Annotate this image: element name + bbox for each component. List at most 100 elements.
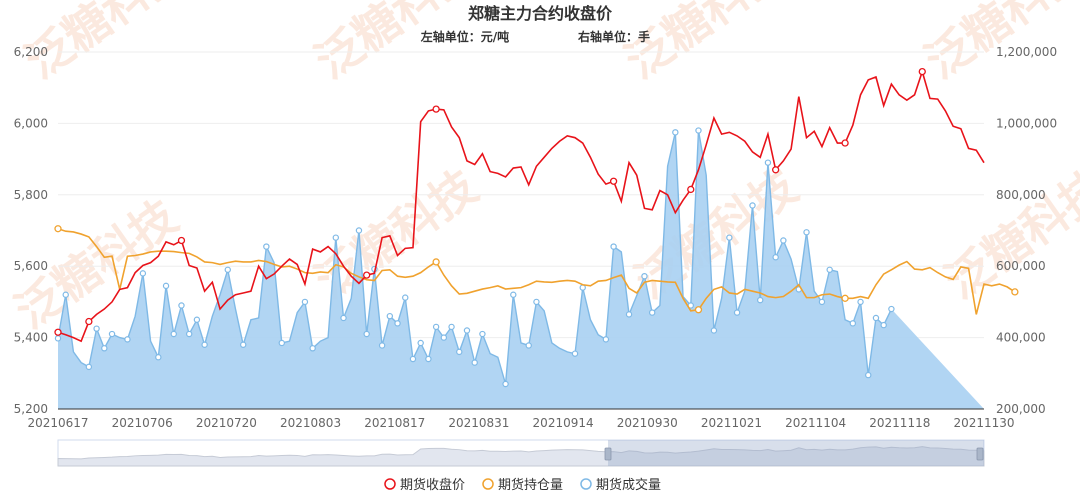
datazoom-slider[interactable] (57, 439, 985, 467)
price-point (177, 236, 186, 245)
x-tick-label: 20211130 (953, 416, 1014, 430)
left-tick-label: 5,600 (14, 259, 48, 273)
volume-point (425, 355, 432, 363)
volume-point (62, 291, 69, 298)
volume-point (417, 339, 424, 347)
datazoom-handle[interactable] (604, 447, 612, 461)
volume-point (625, 311, 633, 318)
right-tick-label: 600,000 (996, 259, 1046, 273)
price-point (772, 166, 780, 174)
volume-point (124, 336, 131, 343)
volume-point (170, 330, 177, 338)
volume-point (101, 345, 108, 352)
price-point (85, 317, 93, 326)
open-interest-point (432, 258, 440, 266)
volume-point (571, 350, 579, 357)
volume-point (479, 330, 486, 338)
right-tick-label: 400,000 (996, 331, 1046, 345)
volume-point (193, 316, 201, 323)
legend-marker (580, 478, 592, 490)
right-tick-label: 800,000 (996, 188, 1046, 202)
volume-point (340, 314, 347, 322)
watermark-text: 泛糖科技 (615, 0, 797, 89)
right-tick-label: 1,200,000 (996, 45, 1057, 59)
legend-label: 期货收盘价 (400, 477, 465, 493)
volume-point (448, 323, 455, 331)
volume-point (648, 309, 656, 316)
left-axis-unit: 左轴单位：元/吨 (420, 29, 509, 44)
volume-point (386, 312, 394, 320)
x-tick-label: 20211104 (785, 416, 846, 430)
volume-series (54, 127, 984, 410)
x-tick-label: 20210817 (364, 416, 425, 430)
volume-point (818, 298, 826, 306)
volume-point (93, 325, 100, 332)
axes: 5,200 200,000 5,400 400,000 5,600 600,000 5,80… (14, 45, 1057, 430)
price-point (841, 139, 849, 147)
datazoom-preview (57, 446, 985, 467)
open-interest-line (57, 227, 1016, 315)
volume-point (239, 341, 247, 348)
volume-point (726, 234, 733, 241)
left-tick-label: 6,000 (14, 116, 48, 130)
open-interest-series (54, 225, 1019, 315)
volume-point (610, 243, 617, 250)
x-tick-label: 20210914 (533, 416, 594, 430)
price-point (687, 185, 695, 194)
left-tick-label: 6,200 (14, 45, 48, 59)
volume-point (772, 254, 779, 261)
volume-point (780, 237, 787, 244)
datazoom-selection[interactable] (608, 440, 984, 466)
legend-marker (384, 478, 396, 490)
volume-point (363, 330, 370, 338)
x-tick-label: 20210706 (112, 416, 173, 430)
volume-point (757, 296, 764, 304)
x-tick-label: 20210930 (617, 416, 678, 430)
volume-point (309, 345, 316, 352)
x-tick-label: 20210831 (448, 416, 509, 430)
volume-point (409, 355, 417, 363)
volume-point (471, 359, 478, 366)
volume-point (224, 266, 231, 273)
legend-label: 期货持仓量 (498, 477, 563, 493)
volume-point (849, 320, 857, 327)
volume-point (85, 363, 93, 371)
volume-point (201, 341, 208, 348)
volume-point (888, 305, 895, 313)
volume-point (865, 371, 872, 379)
x-tick-label: 20210803 (280, 416, 341, 430)
right-tick-label: 1,000,000 (996, 116, 1057, 130)
watermark-text: 泛糖科技 (305, 0, 487, 89)
price-point (363, 271, 371, 279)
volume-point (710, 327, 718, 334)
left-tick-label: 5,800 (14, 188, 48, 202)
price-line (57, 68, 985, 343)
volume-point (803, 229, 810, 236)
open-interest-point (841, 294, 849, 302)
open-interest-point (54, 225, 62, 233)
volume-point (695, 127, 702, 134)
volume-point (733, 309, 741, 316)
volume-point (880, 321, 887, 329)
volume-point (162, 282, 170, 290)
volume-point (301, 298, 309, 306)
datazoom-handle[interactable] (976, 447, 984, 461)
volume-point (178, 302, 185, 309)
volume-area (58, 130, 984, 410)
volume-point (456, 348, 463, 356)
volume-point (355, 227, 363, 234)
volume-point (278, 339, 285, 347)
open-interest-point (1011, 288, 1019, 296)
legend-marker (482, 478, 494, 490)
legend-label: 期货成交量 (596, 477, 661, 493)
chart-title: 郑糖主力合约收盘价 (468, 4, 613, 23)
left-tick-label: 5,200 (14, 402, 48, 416)
price-series (54, 67, 985, 343)
x-tick-label: 20211118 (869, 416, 930, 430)
volume-point (54, 335, 62, 342)
volume-point (463, 327, 471, 334)
volume-point (872, 314, 880, 322)
volume-point (378, 342, 386, 349)
right-axis-unit: 右轴单位：手 (577, 29, 650, 44)
